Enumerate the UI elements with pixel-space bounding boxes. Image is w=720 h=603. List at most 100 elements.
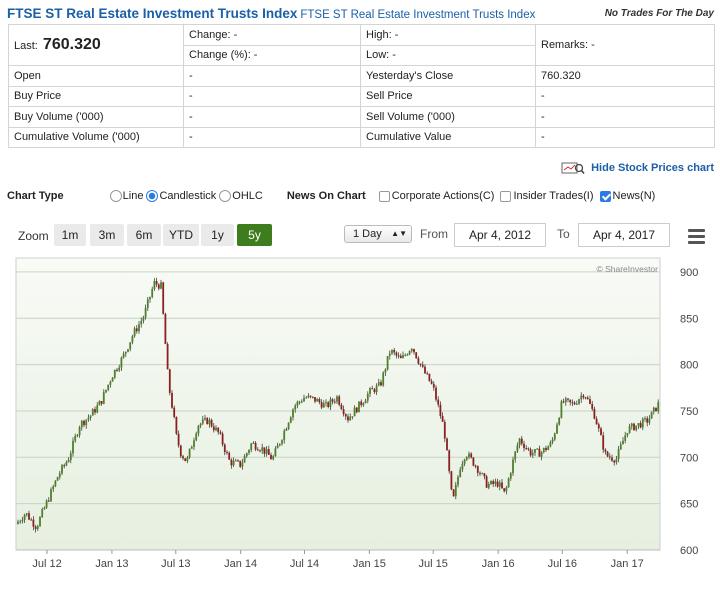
candle-down	[582, 395, 585, 398]
candle-up	[505, 487, 508, 492]
candle-up	[197, 425, 200, 434]
hide-chart-button[interactable]: Hide Stock Prices chart	[561, 161, 714, 175]
candle-up	[201, 419, 204, 424]
candle-down	[476, 466, 479, 473]
candle-up	[278, 443, 281, 446]
x-tick-label: Jan 17	[611, 558, 644, 570]
candle-down	[448, 450, 451, 472]
candle-up	[285, 428, 288, 431]
candle-down	[371, 388, 374, 390]
zoom-1y-button[interactable]: 1y	[201, 224, 234, 246]
radio-line[interactable]	[109, 190, 122, 202]
news-option[interactable]: News(N)	[599, 190, 655, 202]
candle-up	[635, 425, 638, 431]
from-date-input[interactable]: Apr 4, 2012	[454, 223, 546, 247]
candle-down	[432, 383, 435, 388]
x-tick-label: Jul 13	[161, 558, 190, 570]
candle-up	[195, 433, 198, 441]
x-tick-label: Jan 16	[482, 558, 515, 570]
radio-candlestick[interactable]	[146, 190, 159, 202]
candle-down	[584, 397, 587, 399]
chart-options-bar: Chart Type Line Candlestick OHLC News On…	[7, 190, 658, 202]
candle-down	[435, 387, 437, 400]
to-label: To	[557, 227, 570, 241]
candle-up	[43, 507, 46, 510]
candle-up	[578, 399, 580, 404]
zoom-3m-button[interactable]: 3m	[90, 224, 124, 246]
candle-up	[199, 423, 202, 426]
candle-up	[507, 478, 510, 488]
candle-up	[67, 460, 70, 462]
candle-up	[617, 449, 620, 459]
insider-trades-option[interactable]: Insider Trades(I)	[500, 190, 594, 202]
zoom-5y-button[interactable]: 5y	[237, 224, 272, 246]
candle-up	[580, 395, 583, 400]
candle-down	[135, 328, 138, 332]
candle-up	[105, 389, 107, 393]
candle-up	[58, 473, 61, 478]
candle-up	[72, 440, 74, 454]
candle-up	[556, 424, 558, 434]
candle-up	[303, 397, 305, 402]
zoom-ytd-button[interactable]: YTD	[163, 224, 199, 246]
candle-down	[177, 433, 180, 446]
y-tick-label: 900	[680, 267, 698, 279]
candle-up	[232, 460, 235, 466]
candle-down	[421, 364, 424, 367]
interval-value: 1 Day	[353, 228, 382, 240]
candle-down	[223, 444, 226, 453]
candle-up	[129, 342, 132, 350]
candle-up	[85, 419, 88, 426]
candle-up	[50, 489, 52, 502]
index-title-text: FTSE ST Real Estate Investment Trusts In…	[7, 6, 298, 21]
candle-up	[481, 473, 484, 475]
candle-down	[426, 373, 429, 375]
candle-up	[560, 401, 563, 418]
candle-up	[547, 446, 550, 451]
insider-trades-checkbox[interactable]	[500, 190, 512, 202]
candle-up	[558, 417, 561, 425]
chart-type-ohlc[interactable]: OHLC	[219, 190, 263, 202]
candle-up	[140, 320, 143, 325]
yesterday-close-label: Yesterday's Close	[360, 65, 536, 87]
candle-down	[523, 443, 525, 449]
candle-up	[468, 453, 470, 458]
corporate-actions-checkbox[interactable]	[378, 190, 390, 202]
to-date-input[interactable]: Apr 4, 2017	[578, 223, 670, 247]
candle-up	[575, 403, 578, 405]
candle-up	[41, 509, 44, 518]
candle-down	[270, 454, 272, 460]
zoom-6m-button[interactable]: 6m	[127, 224, 161, 246]
candle-down	[239, 460, 242, 467]
candle-down	[527, 448, 530, 450]
candle-down	[340, 404, 343, 410]
interval-select[interactable]: 1 Day ▲▼	[344, 225, 412, 243]
candle-up	[107, 384, 110, 390]
candle-down	[228, 452, 231, 460]
x-tick-label: Jul 16	[548, 558, 577, 570]
candle-up	[641, 418, 644, 428]
news-checkbox[interactable]	[599, 190, 611, 202]
corporate-actions-option[interactable]: Corporate Actions(C)	[378, 190, 494, 202]
chart-type-candlestick[interactable]: Candlestick	[146, 190, 216, 202]
zoom-1m-button[interactable]: 1m	[54, 224, 86, 246]
candle-up	[351, 416, 354, 418]
candle-down	[595, 418, 598, 425]
candle-up	[461, 463, 464, 470]
hamburger-menu-icon[interactable]	[688, 229, 705, 247]
candle-up	[80, 420, 83, 428]
radio-ohlc[interactable]	[219, 190, 232, 202]
candle-down	[424, 366, 426, 374]
candle-up	[657, 402, 660, 412]
candle-up	[144, 307, 147, 318]
candle-down	[171, 392, 173, 408]
candle-down	[263, 447, 266, 454]
candle-down	[417, 358, 420, 364]
candle-up	[127, 349, 129, 352]
cumulative-value-value: -	[535, 126, 715, 148]
candle-up	[234, 460, 237, 462]
chart-type-line[interactable]: Line	[109, 190, 143, 202]
candle-down	[613, 460, 616, 463]
candle-up	[208, 419, 211, 425]
candle-up	[509, 473, 512, 479]
